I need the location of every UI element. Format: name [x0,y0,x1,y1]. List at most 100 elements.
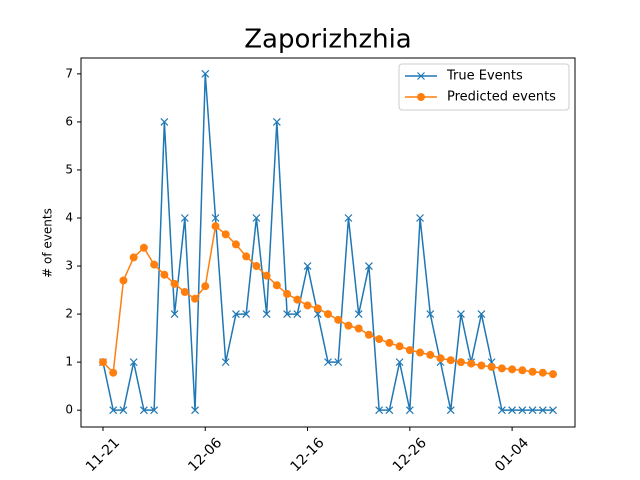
marker [180,214,189,222]
marker [497,406,506,415]
marker [508,365,517,374]
marker [385,406,394,415]
marker [456,358,465,367]
marker [364,262,373,270]
marker [364,330,373,339]
marker [405,346,414,355]
marker [129,253,138,262]
marker [436,354,445,363]
marker [160,117,169,126]
y-tick-label: 7 [65,66,73,80]
marker [150,260,159,269]
marker [375,335,384,344]
y-tick-label: 6 [65,114,73,128]
marker [201,69,210,78]
marker [231,240,240,249]
x-tick-label: 11-21 [83,435,123,475]
legend-label: Predicted events [447,90,556,105]
marker [293,295,302,304]
marker [242,252,251,261]
marker [395,358,404,367]
marker [354,310,363,319]
marker [416,214,424,222]
y-axis-label: # of events [41,208,55,278]
marker [528,406,537,415]
marker [446,406,455,415]
marker [211,214,220,222]
marker [283,310,292,319]
marker [426,310,435,319]
marker [109,368,118,377]
marker [303,301,312,310]
marker [160,270,169,279]
marker [139,243,148,252]
legend-marker [417,93,425,101]
marker [283,289,292,298]
marker [272,281,281,290]
marker [221,230,230,239]
marker [119,276,128,285]
marker [139,406,148,415]
y-tick-label: 4 [65,210,73,224]
series-line [102,73,554,411]
marker [262,310,271,319]
marker [170,279,179,288]
marker [272,117,281,126]
marker [180,287,189,296]
y-tick-label: 5 [65,162,73,176]
marker [119,406,128,415]
marker [334,315,343,324]
marker [538,406,547,415]
marker [497,364,506,373]
marker [457,310,465,319]
marker [487,362,496,371]
marker [211,222,220,231]
marker [354,324,363,333]
marker [446,356,455,365]
y-tick-label: 1 [65,355,73,369]
marker [129,358,138,367]
x-tick-label: 12-16 [288,435,328,475]
marker [477,361,486,370]
marker [385,338,394,347]
marker [232,310,240,319]
marker [252,262,261,271]
marker [150,406,159,415]
chart-title: Zaporizhzhia [244,25,411,55]
marker [262,271,271,280]
marker [293,310,302,319]
marker [303,262,312,270]
y-tick-label: 0 [65,403,73,417]
marker [221,358,230,367]
marker [405,406,414,415]
marker [242,310,251,319]
legend: True Events Predicted events [398,63,570,111]
marker [477,310,486,319]
marker [191,406,199,415]
marker [313,304,322,313]
marker [109,406,118,415]
marker [170,310,179,319]
marker [334,358,343,367]
marker [313,310,322,319]
marker [416,348,425,357]
marker [98,358,107,367]
marker [191,294,200,303]
y-tick-label: 2 [65,307,73,321]
plot-frame [80,57,576,428]
marker [252,214,261,222]
marker [518,406,527,415]
marker [201,282,210,291]
marker [344,321,353,330]
marker [344,214,353,222]
marker [508,406,517,415]
marker [375,406,384,415]
y-tick-label: 3 [65,259,73,273]
marker [518,366,527,375]
x-tick-label: 12-26 [390,435,430,475]
x-tick-label: 01-04 [492,435,532,475]
marker [528,367,537,376]
marker [395,342,404,351]
